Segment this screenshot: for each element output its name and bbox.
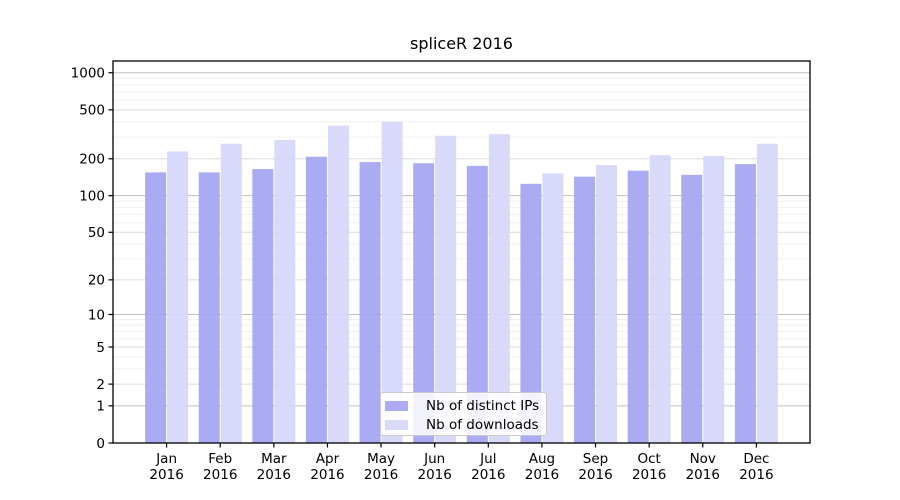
y-tick-label: 100 (79, 188, 105, 204)
x-tick-label-month: Dec (743, 451, 769, 467)
y-axis: 0 1 2 5 10 20 50 100 200 500 1000 (71, 66, 113, 452)
y-tick-label: 0 (96, 436, 105, 452)
x-tick-label-year: 2016 (364, 467, 398, 483)
bars (145, 121, 778, 444)
x-tick-label-month: Apr (316, 451, 340, 467)
bar-distinct-ips-dec (734, 164, 756, 444)
x-tick-label-year: 2016 (632, 467, 666, 483)
bar-distinct-ips-apr (305, 156, 327, 443)
x-tick-label-month: Nov (690, 451, 716, 467)
y-tick-label: 500 (79, 103, 105, 119)
x-tick-label-month: Jul (479, 451, 496, 467)
bar-downloads-jul (488, 134, 510, 443)
bar-distinct-ips-aug (520, 183, 542, 443)
y-tick-label: 20 (88, 273, 105, 289)
x-tick-label-month: Feb (208, 451, 232, 467)
x-tick-label-year: 2016 (578, 467, 612, 483)
x-tick-label-year: 2016 (418, 467, 452, 483)
x-tick-label-year: 2016 (203, 467, 237, 483)
x-tick-label-month: Aug (529, 451, 555, 467)
x-tick-label-month: Jan (155, 451, 177, 467)
bar-distinct-ips-jun (413, 163, 435, 443)
x-tick-label-month: Mar (261, 451, 287, 467)
x-tick-label-month: Oct (637, 451, 660, 467)
bar-downloads-dec (756, 143, 778, 444)
bar-distinct-ips-feb (198, 172, 220, 444)
x-tick-label-year: 2016 (686, 467, 720, 483)
bar-distinct-ips-nov (681, 174, 703, 444)
bar-downloads-jan (167, 151, 189, 444)
plot-border (112, 60, 811, 444)
y-tick-label: 1000 (71, 66, 105, 82)
x-tick-label-month: May (367, 451, 395, 467)
bar-distinct-ips-mar (252, 169, 274, 443)
legend-swatch-downloads (385, 419, 408, 430)
x-tick-label-year: 2016 (310, 467, 344, 483)
x-tick-label-month: Sep (583, 451, 608, 467)
bar-distinct-ips-sep (574, 176, 596, 443)
y-tick-label: 2 (96, 377, 105, 393)
bar-downloads-may (381, 121, 403, 444)
x-tick-label-month: Jun (423, 451, 445, 467)
y-tick-label: 1 (96, 399, 105, 415)
legend-item-downloads: Nb of downloads (385, 415, 546, 434)
legend-item-distinct-ips: Nb of distinct IPs (385, 396, 546, 415)
y-tick-label: 200 (79, 152, 105, 168)
bar-distinct-ips-may (359, 162, 381, 444)
bar-distinct-ips-jul (466, 165, 488, 443)
legend-label-distinct-ips: Nb of distinct IPs (426, 397, 540, 414)
legend-label-downloads: Nb of downloads (426, 416, 539, 433)
bar-downloads-jun (435, 135, 457, 443)
bar-downloads-sep (596, 164, 618, 444)
x-tick-label-year: 2016 (257, 467, 291, 483)
bar-downloads-nov (703, 155, 725, 443)
y-tick-label: 10 (88, 307, 105, 323)
x-tick-label-year: 2016 (739, 467, 773, 483)
bar-downloads-mar (274, 139, 296, 443)
x-tick-label-year: 2016 (149, 467, 183, 483)
y-tick-label: 5 (96, 340, 105, 356)
y-tick-label: 50 (88, 225, 105, 241)
chart-title: spliceR 2016 (410, 34, 513, 53)
bar-downloads-apr (327, 125, 349, 444)
bar-distinct-ips-oct (627, 170, 649, 444)
bar-downloads-oct (649, 155, 671, 443)
x-tick-label-year: 2016 (525, 467, 559, 483)
bar-downloads-feb (220, 143, 242, 444)
x-axis: Jan2016Feb2016Mar2016Apr2016May2016Jun20… (149, 443, 774, 483)
x-tick-label-year: 2016 (471, 467, 505, 483)
legend: Nb of distinct IPs Nb of downloads (380, 392, 547, 436)
legend-swatch-distinct-ips (385, 400, 408, 411)
bar-downloads-aug (542, 173, 564, 444)
bar-distinct-ips-jan (145, 172, 167, 444)
